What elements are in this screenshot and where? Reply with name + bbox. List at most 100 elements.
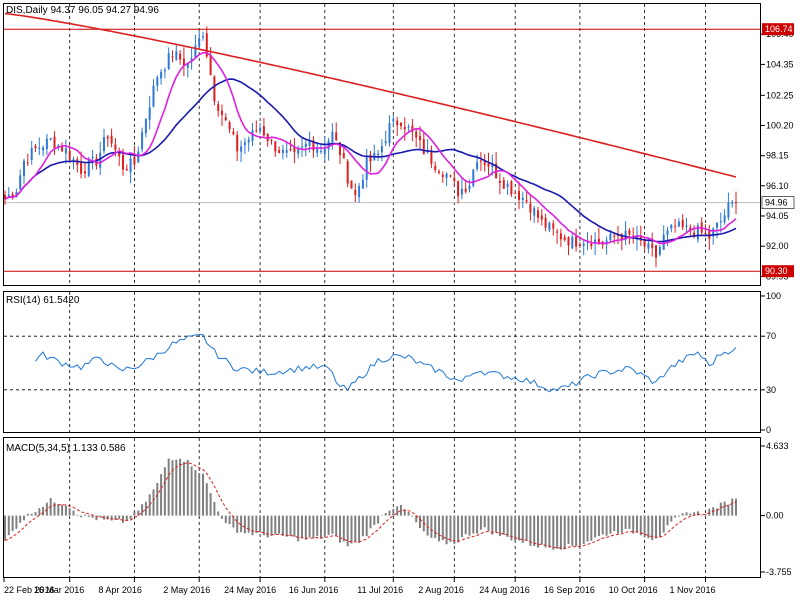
macd-bar-17	[68, 508, 71, 516]
macd-bar-172	[658, 515, 661, 537]
macd-bar-22	[87, 515, 90, 517]
macd-bar-4	[19, 515, 22, 523]
macd-bar-165	[632, 515, 635, 534]
candle-body	[23, 160, 25, 177]
candle-96	[369, 151, 372, 172]
price-pane: DIS,Daily 94.37 96.05 94.27 94.96 106.40…	[3, 4, 795, 286]
candle-body	[15, 192, 18, 198]
candle-body	[339, 142, 341, 156]
candle-131	[502, 177, 505, 190]
candle-103	[396, 117, 399, 136]
rsi-pane: RSI(14) 61.5420 100 70 30 0	[4, 291, 781, 435]
macd-bar-34	[133, 511, 136, 516]
macd-bar-49	[190, 466, 193, 516]
candle-body	[411, 125, 414, 132]
macd-bar-36	[141, 504, 144, 516]
macd-bar-164	[628, 515, 631, 529]
macd-bar-48	[186, 460, 189, 516]
candle-body	[213, 76, 216, 102]
macd-bar-53	[205, 483, 208, 516]
candle-body	[380, 146, 383, 153]
candle-26	[103, 128, 105, 155]
candle-4	[19, 169, 22, 190]
candle-57	[221, 104, 223, 126]
candle-121	[464, 181, 467, 194]
candle-body	[403, 127, 406, 130]
candle-99	[380, 139, 383, 162]
candle-body	[30, 147, 33, 160]
macd-bar-15	[61, 504, 64, 516]
candle-body	[460, 188, 463, 195]
macd-bar-75	[289, 515, 292, 537]
x-axis-label: 24 May 2016	[224, 585, 276, 595]
macd-bar-148	[567, 515, 570, 544]
candle-50	[194, 34, 197, 59]
candle-body	[457, 181, 460, 197]
macd-bar-63	[243, 515, 246, 534]
candle-body	[221, 110, 223, 115]
macd-bar-132	[506, 515, 509, 537]
rsi-tick-label: 100	[766, 291, 781, 301]
macd-bar-126	[483, 515, 486, 528]
x-axis-label: 8 Apr 2016	[98, 585, 142, 595]
candle-76	[293, 138, 296, 164]
candle-74	[285, 140, 288, 158]
candle-body	[369, 154, 372, 162]
candle-body	[133, 156, 136, 165]
candle-190	[727, 192, 730, 221]
candle-45	[175, 43, 178, 61]
candle-body	[556, 231, 559, 233]
candle-body	[407, 126, 410, 128]
macd-bar-192	[735, 498, 737, 516]
candle-body	[552, 223, 555, 229]
candle-body	[361, 180, 364, 189]
candle-body	[620, 234, 623, 241]
price-tick-label: 104.35	[766, 59, 794, 69]
macd-bar-101	[388, 510, 391, 516]
candle-body	[236, 134, 239, 152]
candle-body	[240, 146, 243, 152]
candle-63	[243, 138, 246, 155]
macd-bar-39	[152, 489, 155, 516]
macd-bar-122	[468, 515, 471, 536]
candle-137	[525, 191, 528, 204]
candle-144	[552, 220, 555, 236]
candle-170	[651, 232, 654, 257]
candle-body	[217, 104, 220, 111]
candle-body	[658, 247, 661, 255]
macd-bar-127	[487, 515, 490, 531]
candle-body	[594, 239, 597, 244]
rsi-level-lines	[4, 335, 760, 391]
candle-42	[163, 67, 166, 79]
candle-123	[472, 169, 475, 188]
candle-41	[160, 69, 163, 85]
price-tick-label: 100.20	[766, 121, 794, 131]
candle-body	[510, 181, 513, 195]
candle-body	[205, 33, 208, 57]
current-price-label: 94.96	[761, 196, 795, 209]
macd-bar-62	[240, 515, 243, 533]
candle-106	[407, 124, 410, 132]
candle-28	[110, 128, 113, 148]
macd-bar-72	[278, 515, 281, 534]
candle-75	[289, 140, 292, 152]
candle-118	[453, 171, 456, 186]
candle-body	[186, 63, 189, 68]
macd-bar-57	[221, 515, 223, 519]
candle-9	[38, 137, 41, 155]
macd-bar-55	[213, 502, 216, 516]
candle-33	[129, 153, 132, 184]
x-axis-label: 11 Jul 2016	[357, 585, 403, 595]
macd-bar-71	[274, 515, 277, 535]
candle-body	[137, 151, 140, 163]
candle-67	[259, 122, 262, 135]
candle-body	[148, 107, 151, 120]
candle-15	[61, 142, 64, 152]
macd-tick-label: 0.00	[766, 511, 784, 521]
svg-text:94.96: 94.96	[765, 198, 788, 208]
candle-body	[582, 243, 585, 246]
macd-bar-67	[259, 515, 262, 533]
candle-body	[160, 71, 163, 79]
candle-38	[148, 96, 151, 130]
